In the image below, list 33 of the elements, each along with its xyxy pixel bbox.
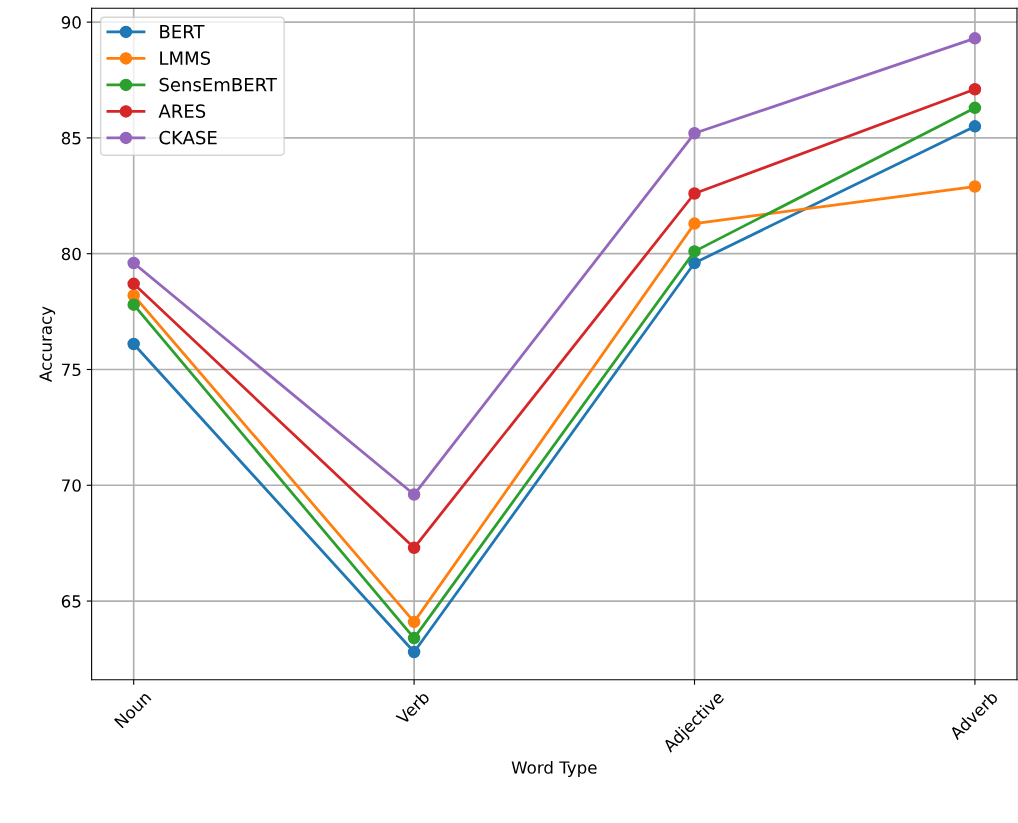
legend-label: CKASE [159,130,217,145]
point [127,256,140,270]
point [968,120,982,133]
legend-label: SensEmBERT [159,77,277,92]
point [688,245,701,258]
point [407,645,421,659]
point [127,337,140,351]
x-axis-title: Word Type [511,760,597,778]
point [688,217,701,230]
point [968,32,982,45]
y-tick-label: 65 [61,595,81,608]
point [407,541,421,555]
y-tick-label: 75 [62,363,81,377]
point [968,83,982,96]
point [968,180,982,193]
y-tick-label: 85 [61,131,81,145]
legend-label: BERT [160,25,205,39]
x-tick-label: Verb [395,690,431,726]
point [407,615,421,629]
point [127,298,140,311]
legend-label: ARES [158,104,206,118]
y-tick-label: 90 [61,16,81,29]
point [688,256,701,270]
y-tick-label: 80 [61,247,81,261]
point [968,101,982,115]
point [127,277,140,291]
point [407,631,421,645]
legend-label: LMMS [160,51,211,65]
point [407,488,421,501]
y-axis-title: Accuracy [39,306,56,382]
point [688,127,701,140]
point [688,187,701,200]
y-tick-label: 70 [62,479,81,492]
